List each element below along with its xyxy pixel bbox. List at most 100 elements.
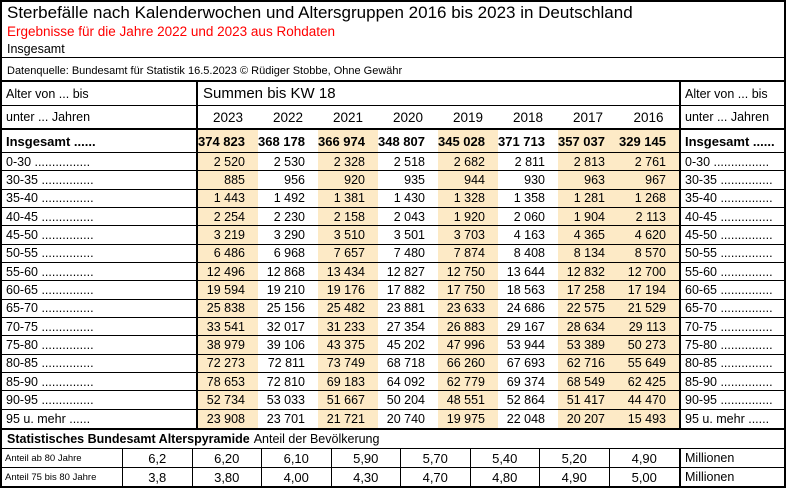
- age-row-label-right[interactable]: 55-60 ...............: [679, 262, 784, 282]
- data-cell[interactable]: 7 657: [318, 244, 378, 263]
- total-cell[interactable]: 368 178: [258, 130, 318, 153]
- age-row-label-right[interactable]: 75-80 ...............: [679, 336, 784, 355]
- data-cell[interactable]: 4 620: [618, 226, 679, 245]
- bottom-value-cell[interactable]: 5,00: [631, 469, 657, 485]
- total-cell[interactable]: 345 028: [438, 130, 498, 153]
- data-cell[interactable]: 28 634: [558, 317, 618, 337]
- data-cell[interactable]: 43 375: [318, 336, 378, 355]
- data-cell[interactable]: 2 530: [258, 153, 318, 172]
- year-header-2019[interactable]: 2019: [438, 106, 498, 130]
- total-cell[interactable]: 374 823: [198, 130, 258, 153]
- age-row-label-left[interactable]: 30-35 ...............: [2, 171, 198, 190]
- data-cell[interactable]: 62 779: [438, 372, 498, 392]
- bottom-value-cell[interactable]: 4,30: [332, 468, 401, 486]
- summen-span-header[interactable]: Summen bis KW 18: [198, 82, 679, 106]
- data-cell[interactable]: 24 686: [498, 300, 558, 318]
- data-cell[interactable]: 7 480: [378, 245, 438, 263]
- data-cell[interactable]: 7 874: [438, 244, 498, 263]
- data-cell[interactable]: 3 290: [258, 226, 318, 245]
- data-cell[interactable]: 73 749: [318, 354, 378, 373]
- age-row-label-left[interactable]: 85-90 ...............: [2, 372, 198, 392]
- data-cell[interactable]: 33 541: [198, 317, 258, 337]
- age-row-label-right[interactable]: 30-35 ...............: [679, 171, 784, 190]
- data-cell[interactable]: 23 633: [438, 299, 498, 318]
- data-cell[interactable]: 2 811: [498, 153, 558, 172]
- data-cell[interactable]: 69 374: [498, 373, 558, 392]
- data-cell[interactable]: 6 968: [258, 245, 318, 263]
- data-cell[interactable]: 25 156: [258, 300, 318, 318]
- data-cell[interactable]: 17 750: [438, 281, 498, 300]
- data-cell[interactable]: 19 176: [318, 281, 378, 300]
- year-header-2022[interactable]: 2022: [258, 106, 318, 130]
- age-row-label-left[interactable]: 90-95 ...............: [2, 391, 198, 410]
- data-cell[interactable]: 68 718: [378, 355, 438, 373]
- bottom-value-cell[interactable]: 5,70: [401, 449, 471, 468]
- data-cell[interactable]: 12 700: [618, 262, 679, 282]
- age-row-label-right[interactable]: 50-55 ...............: [679, 244, 784, 263]
- data-cell[interactable]: 12 832: [558, 262, 618, 282]
- data-cell[interactable]: 48 551: [438, 391, 498, 410]
- data-cell[interactable]: 52 734: [198, 391, 258, 410]
- corner-header-right-line2[interactable]: unter ... Jahren: [679, 106, 784, 130]
- data-cell[interactable]: 1 281: [558, 189, 618, 208]
- data-cell[interactable]: 29 113: [618, 317, 679, 337]
- age-row-label-left[interactable]: 50-55 ...............: [2, 244, 198, 263]
- corner-header-left-line1[interactable]: Alter von ... bis: [2, 82, 198, 106]
- data-cell[interactable]: 52 864: [498, 391, 558, 410]
- age-row-label-left[interactable]: 35-40 ...............: [2, 189, 198, 208]
- data-cell[interactable]: 1 358: [498, 190, 558, 208]
- data-cell[interactable]: 23 908: [198, 409, 258, 428]
- data-cell[interactable]: 4 365: [558, 226, 618, 245]
- age-row-label-right[interactable]: 85-90 ...............: [679, 372, 784, 392]
- age-row-label-left[interactable]: 95 u. mehr ......: [2, 409, 198, 428]
- bottom-row-label[interactable]: Anteil 75 bis 80 Jahre: [2, 468, 123, 486]
- age-row-label-left[interactable]: 45-50 ...............: [2, 226, 198, 245]
- data-cell[interactable]: 32 017: [258, 318, 318, 337]
- data-cell[interactable]: 38 979: [198, 336, 258, 355]
- data-cell[interactable]: 62 716: [558, 354, 618, 373]
- data-cell[interactable]: 2 254: [198, 207, 258, 227]
- year-header-2021[interactable]: 2021: [318, 106, 378, 130]
- age-row-label-right[interactable]: 35-40 ...............: [679, 189, 784, 208]
- total-cell[interactable]: 366 974: [318, 130, 378, 153]
- bottom-value-cell[interactable]: 5,20: [540, 449, 610, 468]
- data-cell[interactable]: 15 493: [618, 409, 679, 428]
- data-cell[interactable]: 64 092: [378, 373, 438, 392]
- total-cell[interactable]: 329 145: [618, 130, 679, 153]
- data-cell[interactable]: 2 518: [378, 153, 438, 172]
- age-row-label-left[interactable]: 40-45 ...............: [2, 207, 198, 227]
- data-cell[interactable]: 1 381: [318, 189, 378, 208]
- data-cell[interactable]: 19 975: [438, 409, 498, 428]
- age-row-label-right[interactable]: 0-30 ................: [679, 153, 784, 172]
- data-cell[interactable]: 2 230: [258, 208, 318, 227]
- data-cell[interactable]: 23 881: [378, 300, 438, 318]
- total-cell[interactable]: 357 037: [558, 130, 618, 153]
- total-row-label-left[interactable]: Insgesamt ......: [2, 130, 198, 153]
- data-cell[interactable]: 17 882: [378, 281, 438, 300]
- data-cell[interactable]: 2 813: [558, 153, 618, 172]
- data-cell[interactable]: 1 492: [258, 190, 318, 208]
- data-cell[interactable]: 3 510: [318, 226, 378, 245]
- data-cell[interactable]: 29 167: [498, 318, 558, 337]
- data-cell[interactable]: 967: [618, 171, 679, 190]
- data-cell[interactable]: 27 354: [378, 318, 438, 337]
- data-cell[interactable]: 8 134: [558, 244, 618, 263]
- bottom-row-label[interactable]: Anteil ab 80 Jahre: [2, 449, 123, 468]
- data-cell[interactable]: 67 693: [498, 355, 558, 373]
- data-cell[interactable]: 13 434: [318, 262, 378, 282]
- data-cell[interactable]: 944: [438, 171, 498, 190]
- bottom-value-cell[interactable]: 4,70: [401, 468, 471, 486]
- age-row-label-right[interactable]: 45-50 ...............: [679, 226, 784, 245]
- data-cell[interactable]: 23 701: [266, 411, 305, 426]
- age-row-label-left[interactable]: 80-85 ...............: [2, 354, 198, 373]
- data-cell[interactable]: 1 268: [618, 189, 679, 208]
- data-cell[interactable]: 69 183: [318, 372, 378, 392]
- data-cell[interactable]: 62 425: [618, 372, 679, 392]
- data-cell[interactable]: 47 996: [438, 336, 498, 355]
- data-cell[interactable]: 1 328: [438, 189, 498, 208]
- data-cell[interactable]: 963: [558, 171, 618, 190]
- age-row-label-right[interactable]: 80-85 ...............: [679, 354, 784, 373]
- data-cell[interactable]: 72 810: [258, 373, 318, 392]
- data-cell[interactable]: 51 417: [558, 391, 618, 410]
- data-cell[interactable]: 66 260: [438, 354, 498, 373]
